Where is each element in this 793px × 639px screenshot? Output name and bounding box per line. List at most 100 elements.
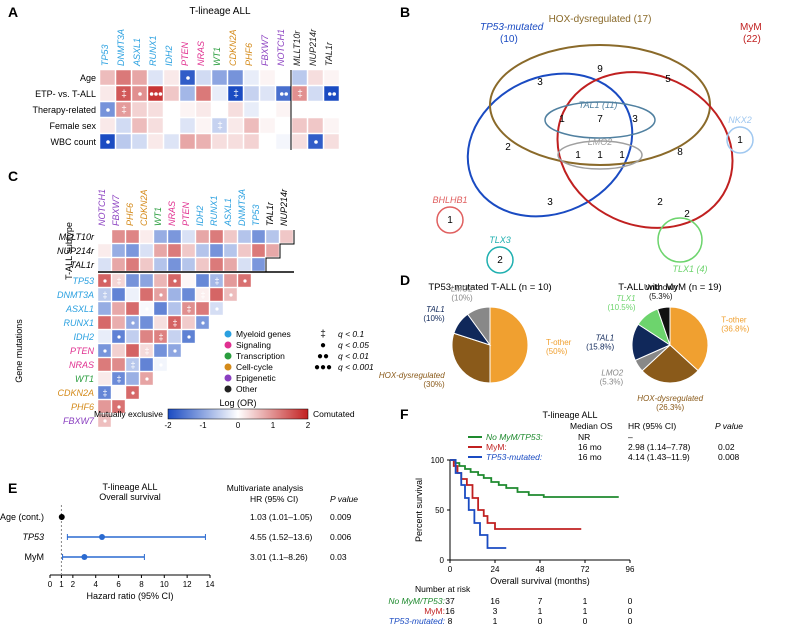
svg-text:Overall survival: Overall survival [99,492,161,502]
svg-text:Therapy-related: Therapy-related [32,105,96,115]
svg-text:1: 1 [737,135,743,146]
figure-canvas: T-lineage ALLTP53DNMT3AASXL1RUNX1IDH2PTE… [0,0,793,636]
svg-text:Percent survival: Percent survival [414,478,424,542]
svg-text:-2: -2 [164,421,172,430]
svg-text:1: 1 [619,150,625,161]
svg-text:Unknown: Unknown [644,283,677,292]
svg-text:TAL1: TAL1 [426,305,445,314]
svg-text:HOX-dysregulated: HOX-dysregulated [637,394,703,403]
svg-text:1: 1 [493,616,498,626]
svg-text:IDH2: IDH2 [164,45,174,66]
svg-text:3: 3 [493,606,498,616]
svg-text:10: 10 [160,580,169,589]
svg-text:‡: ‡ [186,304,191,314]
panel-d-label: D [400,272,410,288]
svg-text:TAL1r: TAL1r [265,201,275,226]
svg-text:0: 0 [48,580,53,589]
svg-text:T-other: T-other [721,315,747,324]
svg-text:PHF6: PHF6 [71,402,94,412]
svg-text:3: 3 [547,197,553,208]
svg-text:Other: Other [236,384,257,394]
svg-text:PHF6: PHF6 [125,203,135,226]
svg-text:PTEN: PTEN [70,346,95,356]
svg-text:‡: ‡ [200,290,205,300]
svg-text:MyM:: MyM: [486,442,507,452]
svg-text:TLX1: TLX1 [616,294,635,303]
svg-text:72: 72 [581,565,590,574]
svg-text:HOX-dysregulated (17): HOX-dysregulated (17) [549,14,652,25]
svg-text:HOX-dysregulated: HOX-dysregulated [379,371,445,380]
svg-text:BHLHB1: BHLHB1 [432,195,467,205]
svg-text:16 mo: 16 mo [578,442,602,452]
svg-text:DNMT3A: DNMT3A [237,189,247,226]
svg-text:(10%): (10%) [451,294,473,303]
svg-text:(26.3%): (26.3%) [656,403,684,412]
svg-text:TLX1 (4): TLX1 (4) [672,264,707,274]
svg-text:0: 0 [236,421,241,430]
svg-text:No MyM/TP53:: No MyM/TP53: [388,596,445,606]
svg-text:WBC count: WBC count [50,137,96,147]
svg-text:14: 14 [206,580,215,589]
svg-text:2.98 (1.14–7.78): 2.98 (1.14–7.78) [628,442,691,452]
svg-text:‡: ‡ [102,388,107,398]
svg-text:IDH2: IDH2 [195,205,205,226]
svg-text:NRAS: NRAS [167,201,177,226]
svg-text:1: 1 [59,580,64,589]
svg-text:Cell-cycle: Cell-cycle [236,362,273,372]
svg-text:NRAS: NRAS [69,360,94,370]
svg-text:(50%): (50%) [546,347,568,356]
svg-text:‡: ‡ [130,360,135,370]
svg-text:DNMT3A: DNMT3A [57,290,94,300]
svg-text:FBXW7: FBXW7 [111,194,121,226]
svg-text:0: 0 [583,616,588,626]
svg-text:‡: ‡ [233,89,239,100]
svg-text:24: 24 [491,565,500,574]
svg-text:q < 0.01: q < 0.01 [338,351,369,361]
svg-text:T-ALL subtype: T-ALL subtype [64,222,74,280]
svg-text:4: 4 [93,580,98,589]
svg-text:50: 50 [435,506,444,515]
svg-text:TP53-mutated: TP53-mutated [480,22,544,33]
svg-text:-1: -1 [199,421,207,430]
svg-text:16 mo: 16 mo [578,452,602,462]
svg-text:(15.8%): (15.8%) [586,342,614,351]
svg-text:P value: P value [715,421,743,431]
svg-text:2: 2 [505,142,511,153]
svg-text:CDKN2A: CDKN2A [139,189,149,226]
svg-text:(30%): (30%) [423,380,445,389]
svg-text:(10.5%): (10.5%) [608,303,636,312]
svg-text:LMO2: LMO2 [601,369,623,378]
svg-text:0.008: 0.008 [718,452,740,462]
svg-text:ETP- vs. T-ALL: ETP- vs. T-ALL [35,89,96,99]
svg-text:NRAS: NRAS [196,41,206,66]
svg-text:TP53: TP53 [251,204,261,226]
panel-e-label: E [8,480,17,496]
svg-text:TLX3: TLX3 [489,235,511,245]
svg-text:0: 0 [628,616,633,626]
svg-text:TAL1 (11): TAL1 (11) [579,100,618,110]
svg-text:Multivariate analysis: Multivariate analysis [227,483,304,493]
svg-text:0: 0 [628,596,633,606]
svg-text:0.02: 0.02 [718,442,735,452]
svg-text:‡: ‡ [144,346,149,356]
svg-text:2: 2 [306,421,311,430]
svg-text:Number at risk: Number at risk [415,584,471,594]
svg-text:T-lineage ALL: T-lineage ALL [102,482,157,492]
svg-text:3: 3 [632,114,638,125]
svg-text:3.01 (1.1–8.26): 3.01 (1.1–8.26) [250,552,308,562]
svg-text:TP53-mutated:: TP53-mutated: [486,452,543,462]
svg-text:TP53: TP53 [72,276,94,286]
svg-text:●: ● [320,340,326,351]
svg-text:(5.3%): (5.3%) [600,378,624,387]
svg-text:‡: ‡ [297,89,303,100]
svg-text:T-other: T-other [546,338,572,347]
panel-f-label: F [400,406,409,422]
svg-text:37: 37 [445,596,455,606]
svg-text:0: 0 [538,616,543,626]
svg-text:(22): (22) [743,34,761,45]
svg-text:LMO2: LMO2 [451,285,473,294]
svg-text:MyM: MyM [740,22,762,33]
svg-text:5: 5 [665,74,671,85]
svg-text:TP53: TP53 [22,532,44,542]
svg-text:1: 1 [559,114,565,125]
